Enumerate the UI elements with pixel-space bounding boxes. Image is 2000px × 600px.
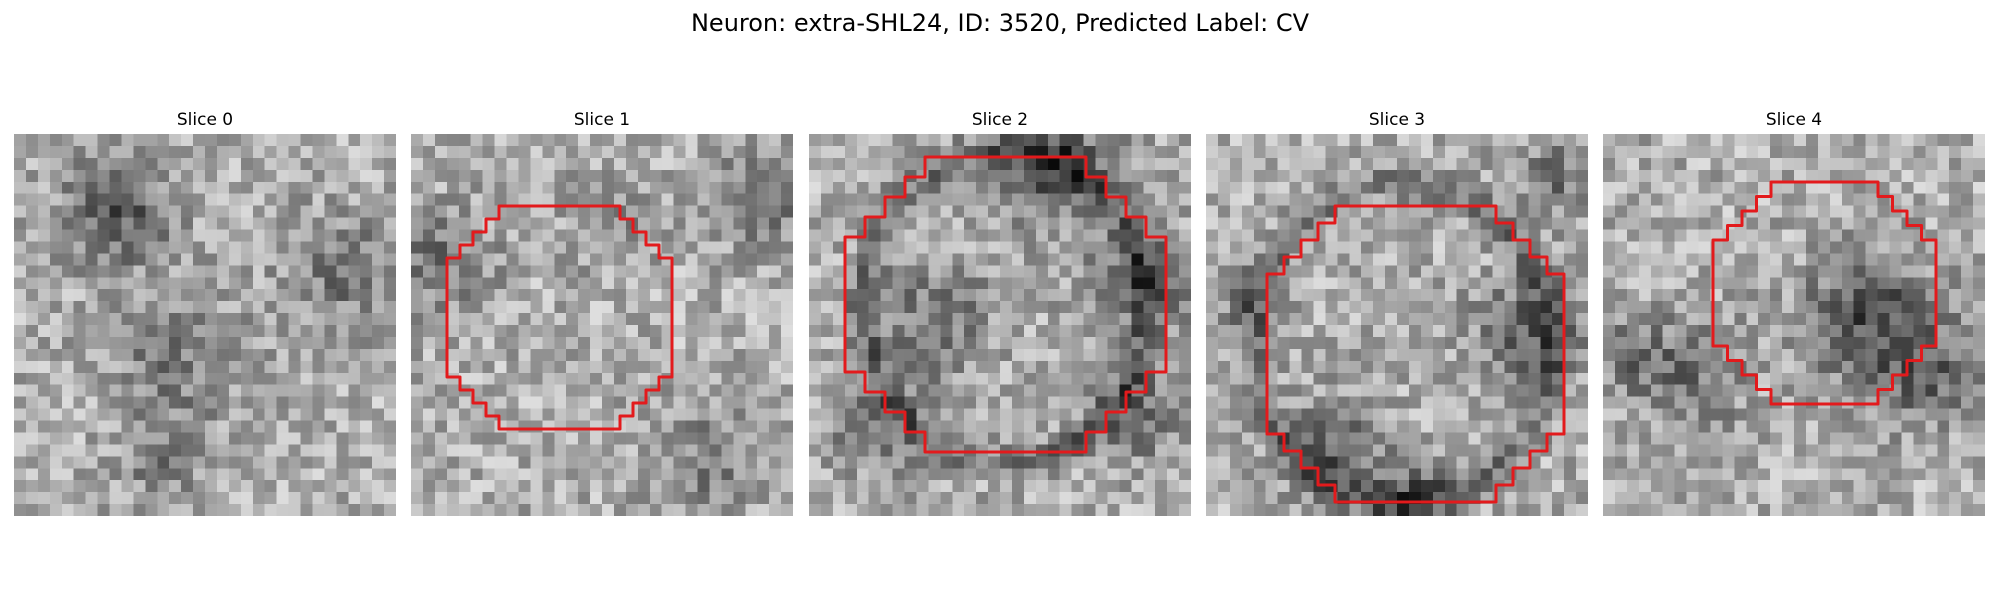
slice-title: Slice 4 (1765, 110, 1823, 130)
segmentation-contour (843, 155, 1168, 454)
slice-panel-3: Slice 3 (1206, 108, 1588, 518)
segmentation-contour (1265, 204, 1566, 504)
figure-title: Neuron: extra-SHL24, ID: 3520, Predicted… (690, 9, 1310, 37)
microscopy-slice (411, 134, 793, 516)
slice-title: Slice 0 (176, 110, 234, 130)
slice-image (1603, 134, 1985, 516)
segmentation-contour (445, 204, 674, 431)
microscopy-slice (1603, 134, 1985, 516)
segmentation-contour-layer (1265, 204, 1566, 504)
segmentation-contour-layer (1711, 180, 1938, 406)
slice-title: Slice 1 (573, 110, 631, 130)
slice-title: Slice 2 (971, 110, 1029, 130)
slice-panel-1: Slice 1 (411, 108, 793, 518)
microscopy-slice (1206, 134, 1588, 516)
slice-panel-0: Slice 0 (14, 108, 396, 518)
slice-image (1206, 134, 1588, 516)
slice-image (411, 134, 793, 516)
slice-panel-2: Slice 2 (809, 108, 1191, 518)
slice-title: Slice 3 (1368, 110, 1426, 130)
slice-image (14, 134, 396, 516)
segmentation-contour (1711, 180, 1938, 406)
slice-image (809, 134, 1191, 516)
slice-panel-4: Slice 4 (1603, 108, 1985, 518)
microscopy-slice (14, 134, 396, 516)
segmentation-contour-layer (843, 155, 1168, 454)
segmentation-contour-layer (445, 204, 674, 431)
segmentation-contour-layer (14, 134, 396, 516)
